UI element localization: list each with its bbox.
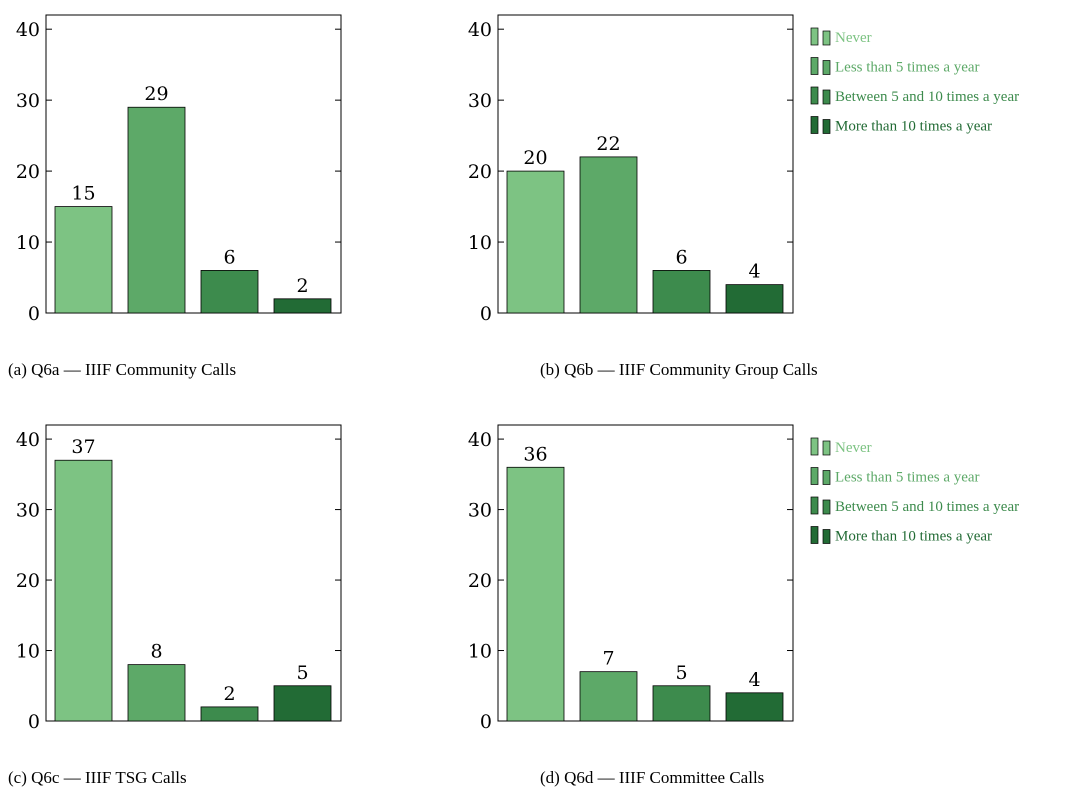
panel-caption: (d) Q6d — IIIF Committee Calls — [540, 768, 764, 787]
data-label: 7 — [602, 648, 614, 670]
legend: Never Less than 5 times a year Between 5 a… — [810, 437, 1019, 545]
chart-panel-d: 0 10 20 30 40 36 7 5 4 (d) Q6d — IIIF Committee C… — [468, 424, 1019, 787]
panel-caption: (b) Q6b — IIIF Community Group Calls — [540, 360, 818, 379]
data-label: 20 — [523, 147, 547, 169]
legend-swatch — [810, 27, 819, 46]
panel-caption: (a) Q6a — IIIF Community Calls — [8, 360, 236, 379]
bar — [579, 671, 638, 722]
legend-swatch — [822, 60, 831, 75]
legend-label: Never — [835, 440, 872, 456]
plot-frame — [45, 424, 342, 722]
legend-swatch — [822, 89, 831, 105]
legend-swatch — [810, 526, 819, 544]
panel-caption: (c) Q6c — IIIF TSG Calls — [8, 768, 187, 787]
chart-panel-c: 0 10 20 30 40 37 8 2 5 (c) Q6c — IIIF TSG Calls — [8, 424, 342, 787]
legend-swatch — [822, 470, 831, 485]
legend-label: Less than 5 times a year — [835, 470, 980, 486]
y-tick-label: 10 — [16, 641, 40, 663]
y-tick-label: 30 — [16, 500, 40, 522]
bar — [273, 685, 332, 722]
bar — [725, 284, 784, 314]
y-tick-label: 20 — [468, 570, 492, 592]
data-label: 5 — [296, 662, 308, 684]
chart-panel-b: 0 10 20 30 40 20 22 6 4 (b) Q6b — IIIF Community … — [468, 14, 1019, 379]
y-tick-label: 40 — [468, 429, 492, 451]
bar — [725, 692, 784, 722]
data-label: 36 — [523, 443, 547, 465]
data-label: 29 — [144, 83, 168, 105]
y-tick-label: 10 — [16, 232, 40, 254]
data-label: 5 — [675, 662, 687, 684]
plot-frame — [497, 424, 794, 722]
y-tick-label: 20 — [468, 161, 492, 183]
data-label: 2 — [296, 275, 308, 297]
data-label: 6 — [223, 246, 235, 268]
bar — [54, 459, 113, 722]
y-tick-label: 20 — [16, 570, 40, 592]
data-label: 2 — [223, 683, 235, 705]
plot-frame — [45, 14, 342, 314]
bar — [579, 156, 638, 314]
y-tick-label: 40 — [16, 19, 40, 41]
legend-swatch — [810, 116, 819, 134]
y-tick-label: 10 — [468, 641, 492, 663]
legend-swatch — [822, 529, 831, 544]
legend-label: Less than 5 times a year — [835, 60, 980, 76]
bar — [127, 106, 186, 314]
chart-panel-a: 0 10 20 30 40 15 29 6 2 (a) Q6a — IIIF Community … — [8, 14, 342, 379]
y-tick-label: 30 — [468, 90, 492, 112]
bar — [200, 270, 259, 314]
y-tick-label: 40 — [468, 19, 492, 41]
y-tick-label: 10 — [468, 232, 492, 254]
data-label: 15 — [71, 183, 95, 205]
y-tick-label: 40 — [16, 429, 40, 451]
y-tick-label: 20 — [16, 161, 40, 183]
plot-frame — [497, 14, 794, 314]
y-tick-label: 0 — [28, 303, 40, 325]
legend-label: More than 10 times a year — [835, 119, 992, 135]
bar — [54, 206, 113, 314]
data-label: 4 — [748, 261, 760, 283]
bar — [273, 298, 332, 314]
bar — [127, 664, 186, 722]
data-label: 6 — [675, 246, 687, 268]
bar — [200, 706, 259, 722]
legend-swatch — [810, 86, 819, 105]
bar — [506, 170, 565, 314]
legend-label: Between 5 and 10 times a year — [835, 89, 1019, 105]
legend-label: Never — [835, 30, 872, 46]
data-label: 22 — [596, 133, 620, 155]
legend-swatch — [822, 499, 831, 515]
legend-label: More than 10 times a year — [835, 529, 992, 545]
bar — [506, 466, 565, 722]
legend-swatch — [810, 57, 819, 75]
legend-swatch — [810, 437, 819, 456]
bar — [652, 270, 711, 314]
bar — [652, 685, 711, 722]
y-tick-label: 0 — [28, 711, 40, 733]
legend-swatch — [822, 30, 831, 46]
legend: Never Less than 5 times a year Between 5 a… — [810, 27, 1019, 135]
y-tick-label: 30 — [16, 90, 40, 112]
legend-label: Between 5 and 10 times a year — [835, 499, 1019, 515]
legend-swatch — [822, 440, 831, 456]
legend-swatch — [810, 467, 819, 485]
data-label: 4 — [748, 669, 760, 691]
data-label: 37 — [71, 436, 95, 458]
y-tick-label: 0 — [480, 303, 492, 325]
y-tick-label: 30 — [468, 500, 492, 522]
y-tick-label: 0 — [480, 711, 492, 733]
data-label: 8 — [150, 641, 162, 663]
legend-swatch — [810, 496, 819, 515]
legend-swatch — [822, 119, 831, 134]
